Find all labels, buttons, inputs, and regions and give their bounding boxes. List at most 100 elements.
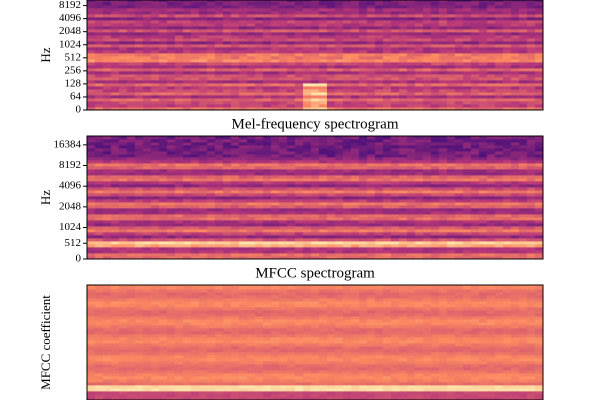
spectrogram-cell <box>239 65 248 69</box>
spectrogram-cell <box>455 241 464 245</box>
spectrogram-cell <box>351 32 360 36</box>
spectrogram-cell <box>151 208 160 212</box>
spectrogram-cell <box>247 23 256 27</box>
spectrogram-cell <box>487 23 496 27</box>
spectrogram-cell <box>239 397 248 400</box>
spectrogram-cell <box>479 178 488 182</box>
spectrogram-cell <box>119 211 128 215</box>
spectrogram-cell <box>199 50 208 54</box>
spectrogram-cell <box>351 38 360 42</box>
spectrogram-cell <box>295 41 304 45</box>
spectrogram-cell <box>527 98 536 102</box>
spectrogram-cell <box>495 169 504 173</box>
spectrogram-cell <box>119 71 128 75</box>
spectrogram-cell <box>183 92 192 96</box>
spectrogram-cell <box>447 217 456 221</box>
spectrogram-cell <box>503 65 512 69</box>
spectrogram-cell <box>255 250 264 254</box>
spectrogram-cell <box>199 160 208 164</box>
spectrogram-cell <box>239 247 248 251</box>
spectrogram-cell <box>327 205 336 209</box>
spectrogram-cell <box>151 241 160 245</box>
spectrogram-cell <box>431 92 440 96</box>
spectrogram-cell <box>519 68 528 72</box>
spectrogram-cell <box>95 77 104 81</box>
spectrogram-cell <box>479 244 488 248</box>
spectrogram-cell <box>215 92 224 96</box>
spectrogram-cell <box>471 235 480 239</box>
spectrogram-cell <box>303 80 312 84</box>
spectrogram-cell <box>423 32 432 36</box>
spectrogram-cell <box>239 205 248 209</box>
spectrogram-cell <box>263 211 272 215</box>
spectrogram-cell <box>535 20 544 24</box>
spectrogram-cell <box>247 217 256 221</box>
spectrogram-cell <box>199 250 208 254</box>
spectrogram-cell <box>271 77 280 81</box>
spectrogram-cell <box>399 59 408 63</box>
spectrogram-cell <box>151 193 160 197</box>
spectrogram-cell <box>351 154 360 158</box>
spectrogram-cell <box>87 35 96 39</box>
spectrogram-cell <box>487 38 496 42</box>
spectrogram-cell <box>407 136 416 140</box>
spectrogram-cell <box>415 256 424 260</box>
spectrogram-cell <box>207 382 216 386</box>
spectrogram-cell <box>503 184 512 188</box>
spectrogram-cell <box>303 184 312 188</box>
spectrogram-cell <box>223 178 232 182</box>
spectrogram-cell <box>311 53 320 57</box>
spectrogram-cell <box>535 23 544 27</box>
spectrogram-cell <box>423 145 432 149</box>
spectrogram-cell <box>167 199 176 203</box>
spectrogram-cell <box>527 256 536 260</box>
spectrogram-cell <box>503 253 512 257</box>
spectrogram-cell <box>455 62 464 66</box>
spectrogram-cell <box>111 157 120 161</box>
spectrogram-cell <box>247 47 256 51</box>
spectrogram-cell <box>239 0 248 2</box>
spectrogram-cell <box>439 44 448 48</box>
spectrogram-cell <box>495 397 504 400</box>
spectrogram-cell <box>191 397 200 400</box>
spectrogram-cell <box>487 223 496 227</box>
spectrogram-cell <box>223 244 232 248</box>
spectrogram-cell <box>535 139 544 143</box>
spectrogram-cell <box>207 166 216 170</box>
spectrogram-cell <box>375 172 384 176</box>
spectrogram-cell <box>495 241 504 245</box>
spectrogram-cell <box>127 17 136 21</box>
spectrogram-cell <box>271 29 280 33</box>
spectrogram-cell <box>495 59 504 63</box>
spectrogram-cell <box>279 379 288 383</box>
spectrogram-cell <box>279 65 288 69</box>
spectrogram-cell <box>375 211 384 215</box>
spectrogram-cell <box>239 241 248 245</box>
spectrogram-cell <box>247 388 256 392</box>
spectrogram-cell <box>383 89 392 93</box>
spectrogram-cell <box>143 0 152 2</box>
spectrogram-cell <box>503 391 512 395</box>
spectrogram-cell <box>415 166 424 170</box>
spectrogram-cell <box>103 211 112 215</box>
spectrogram-cell <box>535 166 544 170</box>
spectrogram-cell <box>511 253 520 257</box>
spectrogram-cell <box>343 142 352 146</box>
spectrogram-cell <box>359 136 368 140</box>
spectrogram-cell <box>383 175 392 179</box>
spectrogram-cell <box>415 253 424 257</box>
spectrogram-cell <box>239 20 248 24</box>
spectrogram-cell <box>119 86 128 90</box>
spectrogram-cell <box>319 226 328 230</box>
spectrogram-cell <box>423 20 432 24</box>
spectrogram-cell <box>447 175 456 179</box>
spectrogram-cell <box>231 220 240 224</box>
spectrogram-cell <box>503 214 512 218</box>
spectrogram-cell <box>439 160 448 164</box>
spectrogram-cell <box>511 50 520 54</box>
spectrogram-cell <box>463 256 472 260</box>
spectrogram-cell <box>255 247 264 251</box>
spectrogram-cell <box>103 86 112 90</box>
spectrogram-cell <box>199 154 208 158</box>
spectrogram-cell <box>287 382 296 386</box>
